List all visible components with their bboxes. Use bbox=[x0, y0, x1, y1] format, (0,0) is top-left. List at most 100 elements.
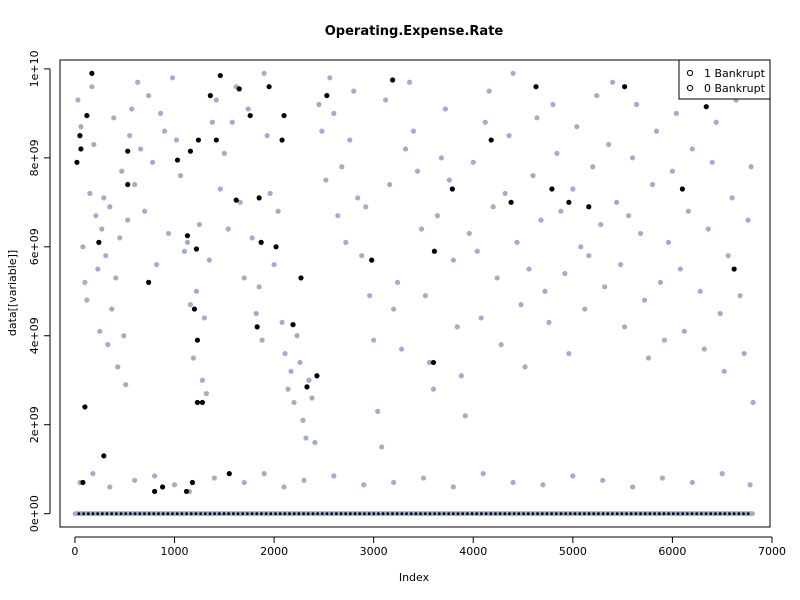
scatter-point-zero-bankrupt bbox=[695, 512, 699, 516]
scatter-point-zero-bankrupt bbox=[615, 512, 619, 516]
scatter-point-zero-bankrupt bbox=[714, 512, 717, 516]
scatter-point-zero-bankrupt bbox=[86, 512, 90, 516]
scatter-point bbox=[157, 110, 164, 116]
scatter-point-zero-bankrupt bbox=[189, 512, 193, 516]
scatter-point bbox=[482, 119, 488, 125]
scatter-point-zero-bankrupt bbox=[550, 512, 554, 516]
scatter-point-zero-bankrupt bbox=[611, 512, 614, 516]
scatter-point-zero-bankrupt bbox=[704, 512, 708, 516]
scatter-point bbox=[229, 119, 235, 125]
scatter-point bbox=[236, 86, 242, 92]
scatter-point-zero-bankrupt bbox=[372, 512, 376, 516]
scatter-point bbox=[266, 84, 272, 90]
scatter-point bbox=[343, 239, 349, 245]
scatter-point bbox=[125, 148, 131, 154]
scatter-point bbox=[438, 155, 444, 161]
scatter-point-zero-bankrupt bbox=[208, 512, 212, 516]
scatter-point bbox=[335, 213, 341, 219]
scatter-point-zero-bankrupt bbox=[592, 512, 596, 516]
scatter-point bbox=[99, 226, 105, 232]
scatter-point-zero-bankrupt bbox=[180, 512, 184, 516]
scatter-point bbox=[258, 239, 264, 245]
scatter-point-zero-bankrupt bbox=[217, 512, 221, 516]
scatter-point bbox=[275, 208, 281, 214]
scatter-point bbox=[361, 482, 367, 488]
scatter-point-zero-bankrupt bbox=[185, 512, 188, 516]
scatter-point bbox=[490, 204, 496, 210]
scatter-point bbox=[522, 364, 528, 370]
scatter-point-zero-bankrupt bbox=[737, 512, 741, 516]
scatter-point bbox=[689, 146, 695, 152]
scatter-point bbox=[574, 124, 580, 130]
scatter-point bbox=[91, 141, 97, 148]
scatter-point bbox=[610, 79, 616, 85]
scatter-point-zero-bankrupt bbox=[138, 512, 142, 516]
scatter-point bbox=[510, 70, 516, 76]
scatter-point bbox=[77, 133, 83, 139]
scatter-point-zero-bankrupt bbox=[508, 512, 511, 516]
scatter-point bbox=[123, 382, 129, 388]
scatter-point bbox=[331, 110, 337, 116]
scatter-point bbox=[103, 253, 109, 259]
scatter-point bbox=[152, 488, 158, 495]
scatter-point bbox=[129, 106, 135, 112]
scatter-point bbox=[213, 137, 219, 143]
scatter-point bbox=[659, 475, 666, 481]
scatter-point bbox=[256, 284, 262, 290]
scatter-point-zero-bankrupt bbox=[606, 512, 610, 516]
x-tick-label: 7000 bbox=[758, 545, 786, 558]
scatter-point-zero-bankrupt bbox=[414, 512, 418, 516]
scatter-point bbox=[101, 195, 107, 201]
scatter-point bbox=[625, 213, 632, 219]
scatter-point bbox=[570, 473, 576, 479]
scatter-point bbox=[566, 199, 572, 205]
scatter-point-zero-bankrupt bbox=[320, 512, 324, 516]
scatter-point bbox=[363, 204, 369, 210]
scatter-point bbox=[645, 355, 652, 361]
scatter-point-zero-bankrupt bbox=[246, 512, 249, 516]
scatter-point bbox=[191, 306, 198, 312]
y-axis-label: data[[variable]] bbox=[6, 250, 19, 336]
scatter-point bbox=[226, 471, 232, 477]
scatter-point-zero-bankrupt bbox=[568, 512, 572, 516]
scatter-point bbox=[282, 350, 288, 357]
scatter-point bbox=[261, 471, 267, 477]
scatter-point bbox=[101, 453, 107, 459]
scatter-point bbox=[184, 233, 191, 239]
scatter-point bbox=[339, 164, 345, 170]
scatter-point bbox=[111, 115, 117, 121]
scatter-point bbox=[281, 112, 287, 119]
scatter-point-zero-bankrupt bbox=[100, 512, 104, 516]
scatter-point bbox=[430, 386, 437, 392]
scatter-point bbox=[375, 408, 381, 414]
scatter-point-zero-bankrupt bbox=[433, 512, 437, 516]
scatter-point bbox=[301, 477, 307, 483]
y-tick-label: 1e+10 bbox=[28, 50, 41, 87]
scatter-point bbox=[449, 186, 455, 192]
scatter-point-zero-bankrupt bbox=[325, 512, 329, 516]
scatter-point-zero-bankrupt bbox=[143, 512, 146, 516]
scatter-point bbox=[152, 473, 158, 479]
scatter-point bbox=[600, 477, 606, 483]
scatter-point bbox=[127, 133, 133, 139]
scatter-point bbox=[183, 488, 190, 495]
x-tick-label: 5000 bbox=[559, 545, 587, 558]
scatter-point bbox=[194, 337, 201, 343]
scatter-point bbox=[562, 270, 568, 277]
scatter-point bbox=[132, 181, 138, 188]
scatter-point bbox=[211, 475, 217, 481]
scatter-point-zero-bankrupt bbox=[475, 512, 479, 516]
scatter-point bbox=[312, 439, 318, 446]
scatter-point bbox=[290, 322, 296, 328]
y-tick-label: 8e+09 bbox=[28, 139, 41, 176]
scatter-point bbox=[622, 84, 628, 90]
scatter-point bbox=[291, 399, 297, 406]
scatter-point bbox=[747, 482, 753, 488]
scatter-point bbox=[314, 373, 320, 379]
scatter-point bbox=[115, 364, 121, 370]
scatter-point-zero-bankrupt bbox=[91, 512, 95, 516]
scatter-point-zero-bankrupt bbox=[559, 512, 563, 516]
scatter-point bbox=[303, 435, 309, 441]
scatter-point bbox=[689, 479, 695, 486]
